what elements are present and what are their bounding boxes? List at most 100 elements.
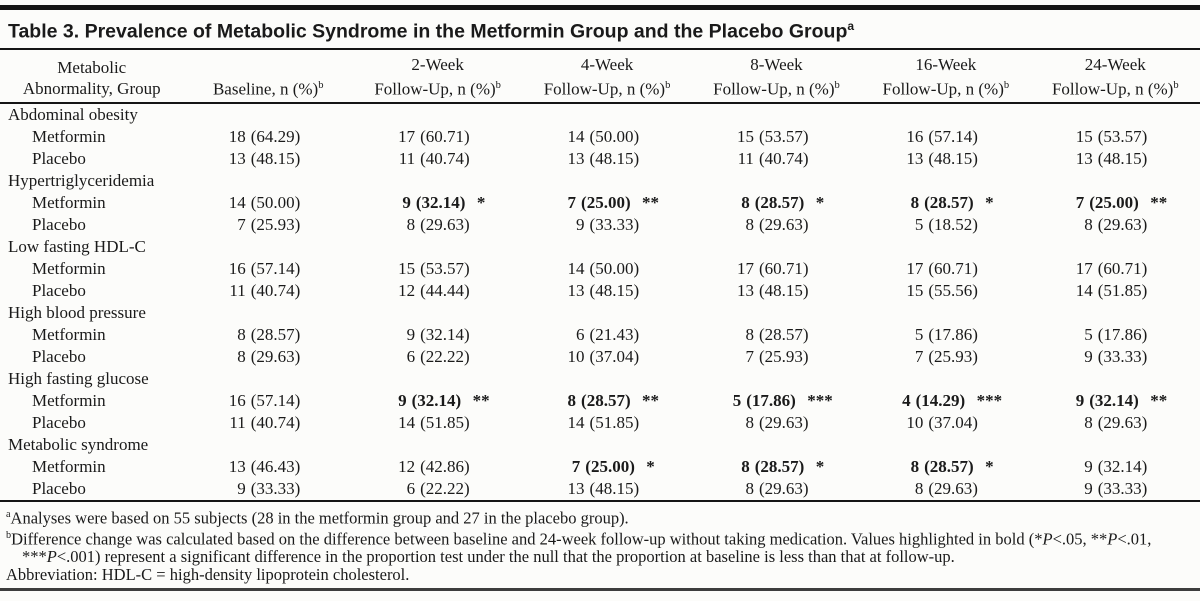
- data-cell: 11 (40.74): [184, 412, 353, 434]
- cell-percent: (22.22): [420, 347, 470, 367]
- cell-count: 17: [736, 259, 754, 279]
- column-header-line2: Follow-Up, n (%)b: [692, 75, 861, 100]
- cell-count: 5: [1084, 325, 1093, 345]
- cell-percent: (25.00): [581, 193, 631, 213]
- data-cell: 8 (29.63): [184, 346, 353, 368]
- data-cell: 14 (51.85): [1031, 280, 1200, 302]
- cell-count: 9: [406, 325, 416, 345]
- cell-count: 8: [914, 479, 924, 499]
- cell-value: 12 (44.44): [353, 280, 522, 302]
- cell-percent: (21.43): [589, 325, 640, 345]
- column-header-superscript: b: [495, 79, 501, 91]
- cell-percent: (29.63): [758, 479, 809, 499]
- cell-percent: (28.57): [758, 325, 809, 345]
- data-cell: 9 (33.33): [1030, 478, 1200, 503]
- data-cell: 17 (60.71): [1031, 258, 1200, 280]
- data-cell: 8 (29.63): [861, 478, 1031, 503]
- column-header-line1: 24-Week: [1084, 54, 1146, 74]
- cell-count: 17: [1075, 259, 1093, 279]
- data-cell: 11 (40.74): [692, 148, 861, 170]
- cell-value: 13 (48.15): [1031, 148, 1200, 170]
- cell-count: 13: [567, 149, 585, 169]
- column-header: 24-Week Follow-Up, n (%)b: [1030, 49, 1200, 105]
- cell-count: 17: [906, 259, 924, 279]
- data-cell: 8 (29.63): [1031, 412, 1200, 434]
- data-cell: 7 (25.00) **: [522, 192, 691, 214]
- cell-count: 6: [576, 325, 585, 345]
- cell-percent: (29.63): [250, 347, 301, 367]
- cell-value: 11 (40.74): [353, 148, 522, 170]
- cell-count: 14: [398, 413, 416, 433]
- cell-percent: (28.57): [581, 391, 631, 411]
- cell-percent: (48.15): [928, 149, 978, 169]
- cell-count: 8: [745, 215, 754, 235]
- cell-value: 8 (29.63): [353, 214, 522, 236]
- data-cell: 13 (48.15): [522, 148, 691, 170]
- data-cell: 18 (64.29): [184, 126, 353, 148]
- cell-count: 8: [406, 215, 416, 235]
- data-cell: 7 (25.00) **: [1031, 192, 1200, 214]
- table-row: Metformin 8 (28.57) 9 (32.14) 6 (21.43) 8 (28.57…: [0, 324, 1200, 346]
- table-header-row: Metabolic Abnormality, Group Baseline, n …: [0, 49, 1200, 105]
- column-header-superscript: b: [665, 79, 671, 91]
- data-cell: 12 (44.44): [353, 280, 522, 302]
- cell-value: 15 (53.57): [1031, 126, 1200, 148]
- cell-count: 15: [906, 281, 924, 301]
- cell-count: 9: [237, 479, 246, 499]
- cell-percent: (29.63): [758, 413, 809, 433]
- cell-value: 6 (22.22): [353, 346, 522, 368]
- column-header-text: Follow-Up, n (%): [374, 79, 496, 99]
- cell-value: 6 (21.43): [522, 324, 691, 346]
- cell-percent: (50.00): [250, 193, 301, 213]
- cell-value: 13 (48.15): [692, 280, 861, 302]
- cell-percent: (32.14): [1089, 391, 1139, 411]
- cell-value: 9 (33.33): [1031, 346, 1200, 368]
- cell-count: 7: [567, 193, 577, 213]
- section-row: High blood pressure: [0, 302, 1200, 324]
- cell-count: 10: [567, 347, 585, 367]
- data-cell: 16 (57.14): [184, 390, 353, 412]
- table-row: Placebo 11 (40.74) 12 (44.44) 13 (48.15) 13 (48.…: [0, 280, 1200, 302]
- column-header-text: Follow-Up, n (%): [713, 79, 835, 99]
- data-cell: 17 (60.71): [861, 258, 1030, 280]
- cell-percent: (40.74): [420, 149, 470, 169]
- column-header-text: Baseline, n (%): [212, 79, 319, 99]
- column-header-line2: Abnormality, Group: [22, 79, 161, 99]
- cell-count: 13: [567, 281, 585, 301]
- cell-count: 14: [567, 413, 585, 433]
- cell-value: 8 (29.63): [184, 346, 353, 368]
- cell-value: 5 (17.86) ***: [692, 390, 861, 412]
- cell-value: 17 (60.71): [692, 258, 861, 280]
- cell-percent: (60.71): [928, 259, 978, 279]
- cell-value: 8 (28.57) *: [861, 456, 1030, 478]
- cell-count: 9: [1084, 479, 1093, 499]
- data-cell: 11 (40.74): [184, 280, 353, 302]
- section-row: Hypertriglyceridemia: [0, 170, 1200, 192]
- cell-value: 17 (60.71): [1031, 258, 1200, 280]
- cell-significance-stars: ***: [976, 391, 1003, 411]
- section-label: High blood pressure: [8, 303, 146, 323]
- group-label: Placebo: [32, 281, 86, 301]
- cell-count: 8: [745, 325, 754, 345]
- cell-percent: (53.57): [420, 259, 470, 279]
- table-row: Placebo 7 (25.93) 8 (29.63) 9 (33.33) 8 (29.63) 5…: [0, 214, 1200, 236]
- data-cell: 13 (48.15): [522, 478, 692, 503]
- cell-value: 8 (28.57) **: [522, 390, 691, 412]
- cell-percent: (33.33): [1097, 479, 1148, 499]
- group-label: Metformin: [32, 127, 106, 147]
- table-row: Placebo 8 (29.63) 6 (22.22) 10 (37.04) 7 (25.93)…: [0, 346, 1200, 368]
- data-cell: 9 (33.33): [183, 478, 353, 503]
- cell-value: 5 (17.86): [861, 324, 1030, 346]
- cell-significance-stars: *: [646, 457, 655, 477]
- cell-count: 11: [229, 281, 246, 301]
- cell-value: 9 (33.33): [184, 478, 353, 500]
- data-cell: 13 (48.15): [184, 148, 353, 170]
- cell-count: 12: [398, 281, 416, 301]
- cell-significance-stars: *: [985, 457, 994, 477]
- cell-count: 13: [1075, 149, 1093, 169]
- cell-percent: (44.44): [420, 281, 470, 301]
- data-cell: 15 (55.56): [861, 280, 1030, 302]
- cell-value: 5 (18.52): [861, 214, 1030, 236]
- cell-percent: (40.74): [758, 149, 809, 169]
- cell-percent: (40.74): [250, 281, 301, 301]
